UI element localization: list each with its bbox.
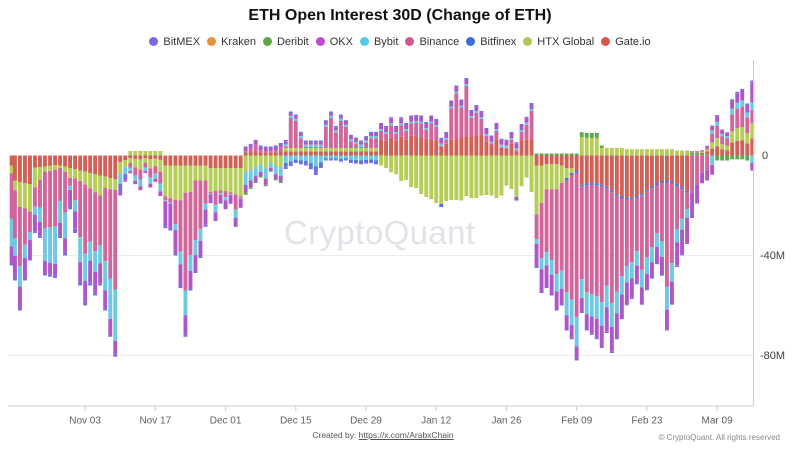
svg-text:Dec 01: Dec 01 bbox=[210, 416, 242, 427]
svg-text:-40M: -40M bbox=[760, 250, 785, 262]
svg-text:Feb 09: Feb 09 bbox=[561, 416, 593, 427]
svg-text:-80M: -80M bbox=[760, 350, 785, 362]
svg-text:Nov 03: Nov 03 bbox=[69, 416, 101, 427]
svg-text:Dec 29: Dec 29 bbox=[350, 416, 382, 427]
svg-text:Feb 23: Feb 23 bbox=[631, 416, 663, 427]
svg-text:Jan 26: Jan 26 bbox=[491, 416, 521, 427]
svg-text:0: 0 bbox=[762, 150, 768, 162]
svg-text:Dec 15: Dec 15 bbox=[280, 416, 312, 427]
svg-text:Jan 12: Jan 12 bbox=[421, 416, 451, 427]
svg-text:Nov 17: Nov 17 bbox=[139, 416, 171, 427]
svg-text:Mar 09: Mar 09 bbox=[702, 416, 734, 427]
